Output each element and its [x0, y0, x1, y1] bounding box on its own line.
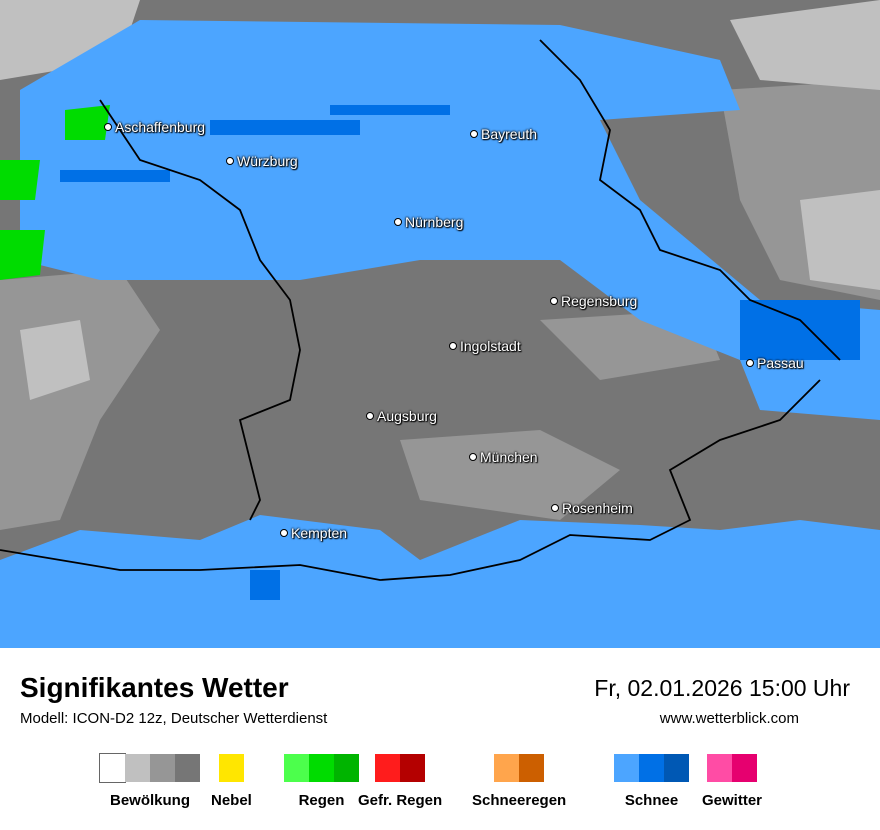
legend-swatches [284, 754, 359, 782]
city-label: Aschaffenburg [115, 119, 206, 135]
legend-swatches [375, 754, 426, 782]
city-label: Passau [757, 355, 804, 371]
legend-swatch [707, 754, 732, 782]
website-link[interactable]: www.wetterblick.com [659, 710, 799, 727]
city-passau: Passau [746, 355, 804, 371]
legend-swatches [218, 754, 244, 782]
city-kempten: Kempten [280, 525, 347, 541]
legend-item-5: Schnee [614, 754, 689, 809]
legend-label: Regen [298, 792, 345, 809]
city-muenchen: München [469, 449, 538, 465]
legend-swatch [664, 754, 689, 782]
city-label: Ingolstadt [460, 338, 521, 354]
legend-swatch [375, 754, 401, 782]
legend-swatch [494, 754, 520, 782]
city-label: Regensburg [561, 293, 638, 309]
legend-swatch [99, 753, 126, 783]
legend-swatch [639, 754, 664, 782]
city-label: Kempten [291, 525, 348, 541]
legend-swatch [150, 754, 175, 782]
legend-label: Bewölkung [109, 792, 190, 809]
city-label: Bayreuth [481, 126, 538, 142]
map-title: Signifikantes Wetter [20, 672, 289, 703]
city-nuernberg: Nürnberg [394, 214, 463, 230]
city-ingolstadt: Ingolstadt [449, 338, 521, 354]
legend-item-2: Regen [284, 754, 359, 809]
legend-label: Nebel [211, 792, 252, 809]
city-augsburg: Augsburg [366, 408, 437, 424]
city-aschaffenburg: Aschaffenburg [104, 119, 205, 135]
legend-swatches [707, 754, 757, 782]
city-label: Augsburg [377, 408, 437, 424]
legend-label: Schnee [624, 792, 679, 809]
legend-swatch [284, 754, 309, 782]
city-label: Würzburg [237, 153, 298, 169]
weather-map [0, 0, 880, 648]
legend-swatch [334, 754, 359, 782]
city-regensburg: Regensburg [550, 293, 637, 309]
legend-swatch [218, 754, 244, 782]
legend-item-4: Schneeregen [472, 754, 566, 809]
legend-item-1: Nebel [211, 754, 252, 809]
legend-item-0: Bewölkung [99, 753, 200, 809]
city-rosenheim: Rosenheim [551, 500, 633, 516]
legend-item-3: Gefr. Regen [358, 754, 442, 809]
legend-swatches [614, 754, 689, 782]
legend-swatch [175, 754, 200, 782]
city-bayreuth: Bayreuth [470, 126, 537, 142]
legend-swatch [309, 754, 334, 782]
legend-label: Gefr. Regen [358, 792, 443, 809]
city-label: Nürnberg [405, 214, 464, 230]
legend-swatch [125, 754, 150, 782]
legend-swatches [99, 753, 200, 783]
legend-label: Gewitter [702, 792, 763, 809]
legend-label: Schneeregen [472, 792, 567, 809]
legend-swatch [519, 754, 545, 782]
city-label: Rosenheim [562, 500, 633, 516]
legend-item-6: Gewitter [702, 754, 762, 809]
legend-swatch [614, 754, 639, 782]
city-wuerzburg: Würzburg [226, 153, 298, 169]
legend-swatch [400, 754, 426, 782]
model-info: Modell: ICON-D2 12z, Deutscher Wetterdie… [20, 710, 328, 727]
legend-swatch [732, 754, 757, 782]
forecast-datetime: Fr, 02.01.2026 15:00 Uhr [594, 675, 850, 701]
legend-swatches [494, 754, 545, 782]
city-label: München [480, 449, 538, 465]
